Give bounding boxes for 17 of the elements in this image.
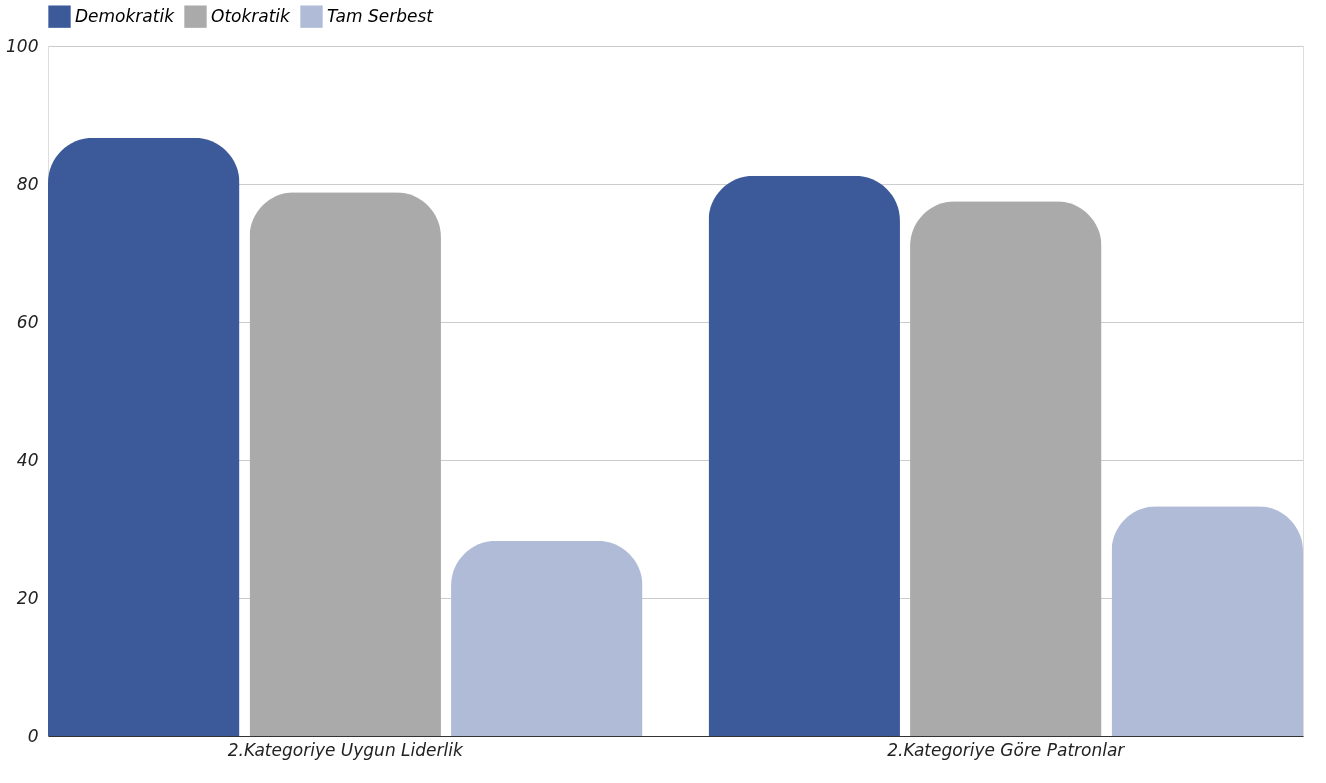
bar [48, 137, 240, 736]
y-tick-label: 100 [6, 35, 39, 56]
bar [451, 540, 643, 736]
legend-label: Demokratik [75, 5, 176, 26]
bar [708, 175, 900, 736]
y-tick-label: 0 [27, 725, 39, 746]
x-tick-label: 2.Kategoriye Uygun Liderlik [227, 739, 464, 760]
x-tick-label: 2.Kategoriye Göre Patronlar [887, 739, 1126, 760]
legend-label: Otokratik [211, 5, 292, 26]
y-tick-label: 20 [16, 587, 39, 608]
bar [249, 192, 441, 736]
y-tick-label: 40 [16, 449, 39, 470]
bar [1111, 506, 1303, 736]
y-tick-label: 80 [16, 173, 39, 194]
bar [910, 201, 1102, 736]
y-tick-label: 60 [16, 311, 39, 332]
legend-label: Tam Serbest [327, 5, 435, 26]
